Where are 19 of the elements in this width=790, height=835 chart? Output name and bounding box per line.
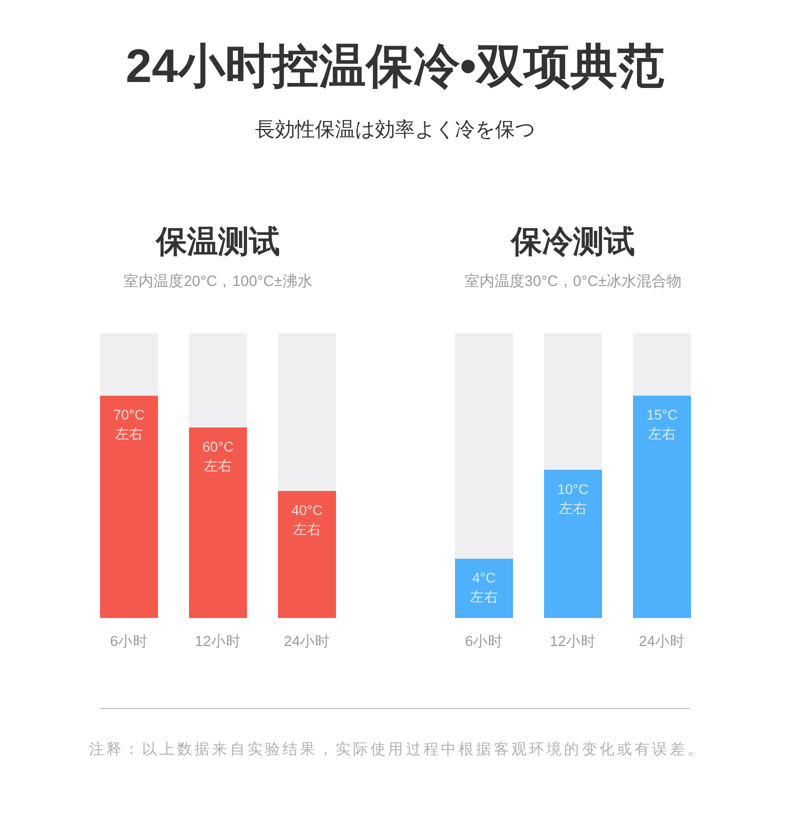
data-label: 15°C 左右 [646,406,678,442]
data-label: 40°C 左右 [291,502,323,537]
x-tick-label: 6小时 [464,633,504,650]
x-tick-label: 24小时 [638,633,686,650]
chart-subtitle: 室内温度20°C，100°C±沸水 [124,273,312,290]
x-tick-label: 12小时 [194,633,242,650]
x-tick-label: 24小时 [284,633,330,650]
data-label: 70°C 左右 [113,406,145,442]
chart-title: 保冷测试 [510,224,635,259]
data-label: 4°C 左右 [470,570,498,605]
chart-subtitle: 室内温度30°C，0°C±冰水混合物 [464,273,682,290]
data-label: 10°C 左右 [557,480,589,516]
chart-title: 保温测试 [155,224,280,259]
x-tick-label: 12小时 [550,633,596,650]
text: 24小时控温保冷•双项典范 [126,39,664,92]
data-label: 60°C 左右 [202,438,234,474]
text: 長効性保温は効率よく冷を保つ [255,119,535,141]
x-tick-label: 6小时 [110,633,148,650]
text: 注释：以上数据来自实验结果，实际使用过程中根据客观环境的变化或有误差。 [89,741,705,758]
